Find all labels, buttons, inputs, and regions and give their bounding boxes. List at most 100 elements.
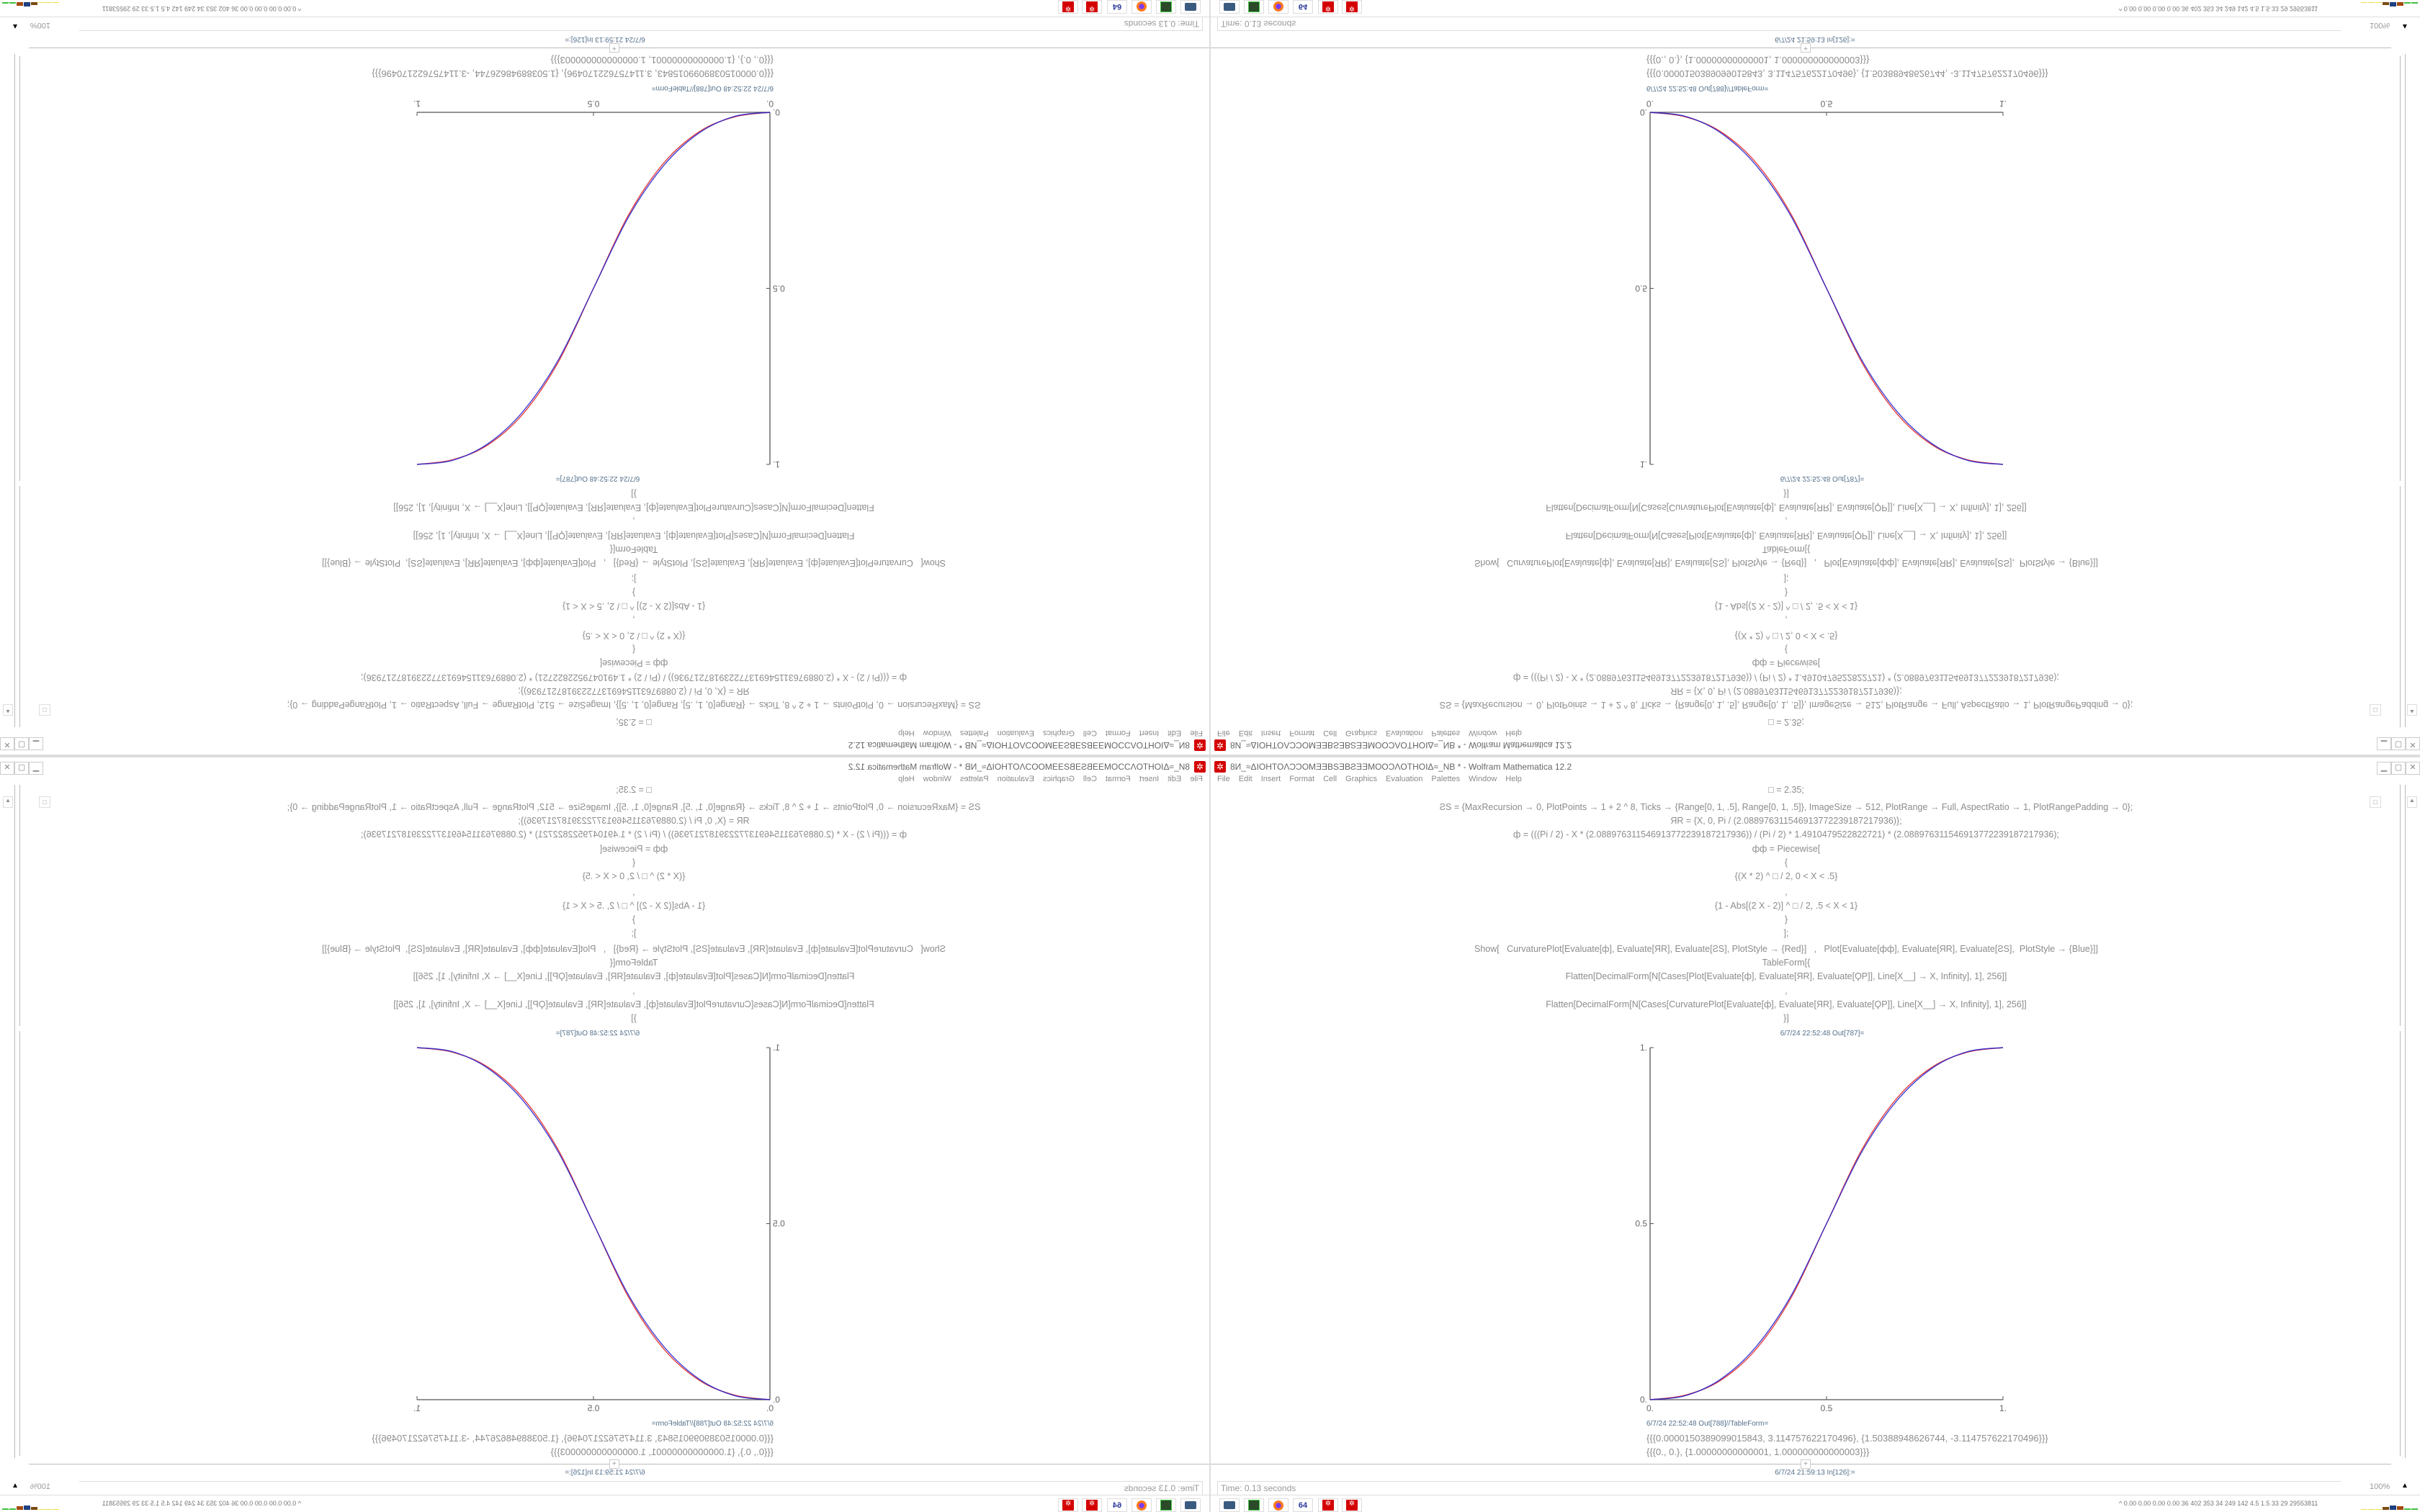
mathematica-icon[interactable]: ✲ [1058,0,1078,14]
close-button[interactable]: ✕ [0,737,14,750]
scroll-up-button[interactable]: ▲ [2407,796,2417,808]
cell-insert-icon[interactable]: □ [39,704,50,716]
code-line[interactable]: {1 - Abs[(2 X - 2)] ^ □ / 2, .5 < X < 1} [562,601,706,611]
menu-evaluation[interactable]: Evaluation [1386,729,1423,737]
code-line[interactable]: □ = 2.35; [1768,717,1804,727]
minimize-button[interactable]: ▁ [2377,762,2391,775]
menu-window[interactable]: Window [1469,775,1497,783]
code-line[interactable]: ф = (((Pi / 2) - X * (2.0889763115469137… [361,672,907,683]
code-line[interactable]: Flatten[DecimalForm[N[Cases[CurvaturePlo… [393,503,874,513]
zoom-level[interactable]: 100% [30,21,50,30]
zoom-up-icon[interactable]: ▲ [12,1482,19,1490]
code-line[interactable]: {1 - Abs[(2 X - 2)] ^ □ / 2, .5 < X < 1} [562,901,706,911]
scroll-up-button[interactable]: ▲ [3,796,13,808]
monitor-icon[interactable] [1219,1498,1240,1512]
cell-bracket[interactable] [19,1031,20,1456]
code-line[interactable]: ]; [631,928,637,938]
group-bracket[interactable] [2405,54,2406,727]
menu-help[interactable]: Help [898,729,915,737]
menu-edit[interactable]: Edit [1238,729,1252,737]
zoom-up-icon[interactable]: ▲ [2401,1482,2408,1490]
menu-edit[interactable]: Edit [1238,775,1252,783]
group-bracket[interactable] [2405,785,2406,1458]
zoom-up-icon[interactable]: ▲ [2401,22,2408,30]
menu-insert[interactable]: Insert [1139,729,1160,737]
code-line[interactable]: фф = Piecewise[ [599,844,668,854]
group-bracket[interactable] [14,54,15,727]
code-line[interactable]: Flatten[DecimalForm[N[Cases[Plot[Evaluat… [413,971,855,981]
code-line[interactable]: }] [631,1013,637,1023]
group-bracket[interactable] [14,785,15,1458]
code-line[interactable]: фф = Piecewise[ [1752,658,1821,668]
cell-bracket[interactable] [2400,56,2401,481]
code-line[interactable]: TableForm[{ [609,544,658,554]
maximize-button[interactable]: ▢ [14,737,29,750]
cell-bracket[interactable] [19,56,20,481]
scroll-up-button[interactable]: ▲ [2407,704,2417,716]
menu-palettes[interactable]: Palettes [959,729,989,737]
code-line[interactable]: Flatten[DecimalForm[N[Cases[Plot[Evaluat… [1565,531,2007,541]
code-line[interactable]: ƧS = {MaxRecursion → 0, PlotPoints → 1 +… [287,700,981,710]
minimize-button[interactable]: ▁ [2377,737,2391,750]
code-line[interactable]: ƧS = {MaxRecursion → 0, PlotPoints → 1 +… [1439,802,2133,812]
code-line[interactable]: {1 - Abs[(2 X - 2)] ^ □ / 2, .5 < X < 1} [1714,901,1858,911]
code-line[interactable]: ƧS = {MaxRecursion → 0, PlotPoints → 1 +… [1439,700,2133,710]
code-line[interactable]: ЯR = {X, 0, Pi / (2.08897631154691377223… [518,816,750,826]
add-cell-button[interactable]: + [1801,1459,1811,1469]
drive-icon[interactable] [1244,1498,1264,1512]
code-line[interactable]: ƧS = {MaxRecursion → 0, PlotPoints → 1 +… [287,802,981,812]
menu-help[interactable]: Help [1505,729,1522,737]
menu-window[interactable]: Window [923,729,951,737]
code-line[interactable]: Flatten[DecimalForm[N[Cases[CurvaturePlo… [393,999,874,1009]
monitor-icon[interactable] [1180,0,1201,14]
cell-bracket[interactable] [2400,486,2401,727]
code-line[interactable]: ф = (((Pi / 2) - X * (2.0889763115469137… [361,829,907,840]
code-line[interactable]: , [632,516,635,526]
code-line[interactable]: { [632,858,636,868]
menu-cell[interactable]: Cell [1323,775,1337,783]
code-line[interactable]: TableForm[{ [609,958,658,968]
code-line[interactable]: , [632,615,635,625]
code-line[interactable]: {(X * 2) ^ □ / 2, 0 < X < .5} [582,631,686,641]
code-line[interactable]: { [1784,644,1788,654]
mathematica-icon[interactable]: ✲ [1342,1498,1362,1512]
maximize-button[interactable]: ▢ [14,762,29,775]
minimize-button[interactable]: ▁ [29,762,43,775]
firefox-icon[interactable] [1268,1498,1289,1512]
floppy-64-icon[interactable]: 64 [1293,0,1313,14]
floppy-64-icon[interactable]: 64 [1107,0,1127,14]
mathematica-icon[interactable]: ✲ [1082,0,1102,14]
code-line[interactable]: } [632,914,636,924]
code-line[interactable]: ф = (((Pi / 2) - X * (2.0889763115469137… [1513,829,2059,840]
close-button[interactable]: ✕ [0,762,14,775]
menu-cell[interactable]: Cell [1323,729,1337,737]
menu-format[interactable]: Format [1105,729,1131,737]
mathematica-icon[interactable]: ✲ [1342,0,1362,14]
code-line[interactable]: Flatten[DecimalForm[N[Cases[Plot[Evaluat… [1565,971,2007,981]
close-button[interactable]: ✕ [2406,737,2420,750]
code-line[interactable]: }] [1783,489,1789,499]
code-line[interactable]: Show[ CurvaturePlot[Evaluate[ф], Evaluat… [322,944,946,954]
maximize-button[interactable]: ▢ [2391,762,2406,775]
code-line[interactable]: } [1784,914,1788,924]
menu-help[interactable]: Help [1505,775,1522,783]
mathematica-icon[interactable]: ✲ [1058,1498,1078,1512]
menu-insert[interactable]: Insert [1260,775,1281,783]
drive-icon[interactable] [1156,0,1176,14]
code-line[interactable]: , [632,887,635,897]
menu-graphics[interactable]: Graphics [1042,729,1075,737]
add-cell-button[interactable]: + [609,43,619,53]
code-line[interactable]: , [1785,986,1788,996]
menu-edit[interactable]: Edit [1168,729,1182,737]
code-line[interactable]: , [632,986,635,996]
code-line[interactable]: ]; [631,574,637,584]
close-button[interactable]: ✕ [2406,762,2420,775]
monitor-icon[interactable] [1180,1498,1201,1512]
firefox-icon[interactable] [1131,0,1152,14]
menu-cell[interactable]: Cell [1083,729,1097,737]
code-line[interactable]: TableForm[{ [1762,958,1811,968]
code-line[interactable]: { [632,644,636,654]
code-line[interactable]: Show[ CurvaturePlot[Evaluate[ф], Evaluat… [1474,944,2098,954]
code-line[interactable]: ]; [1783,574,1789,584]
code-line[interactable]: фф = Piecewise[ [1752,844,1821,854]
